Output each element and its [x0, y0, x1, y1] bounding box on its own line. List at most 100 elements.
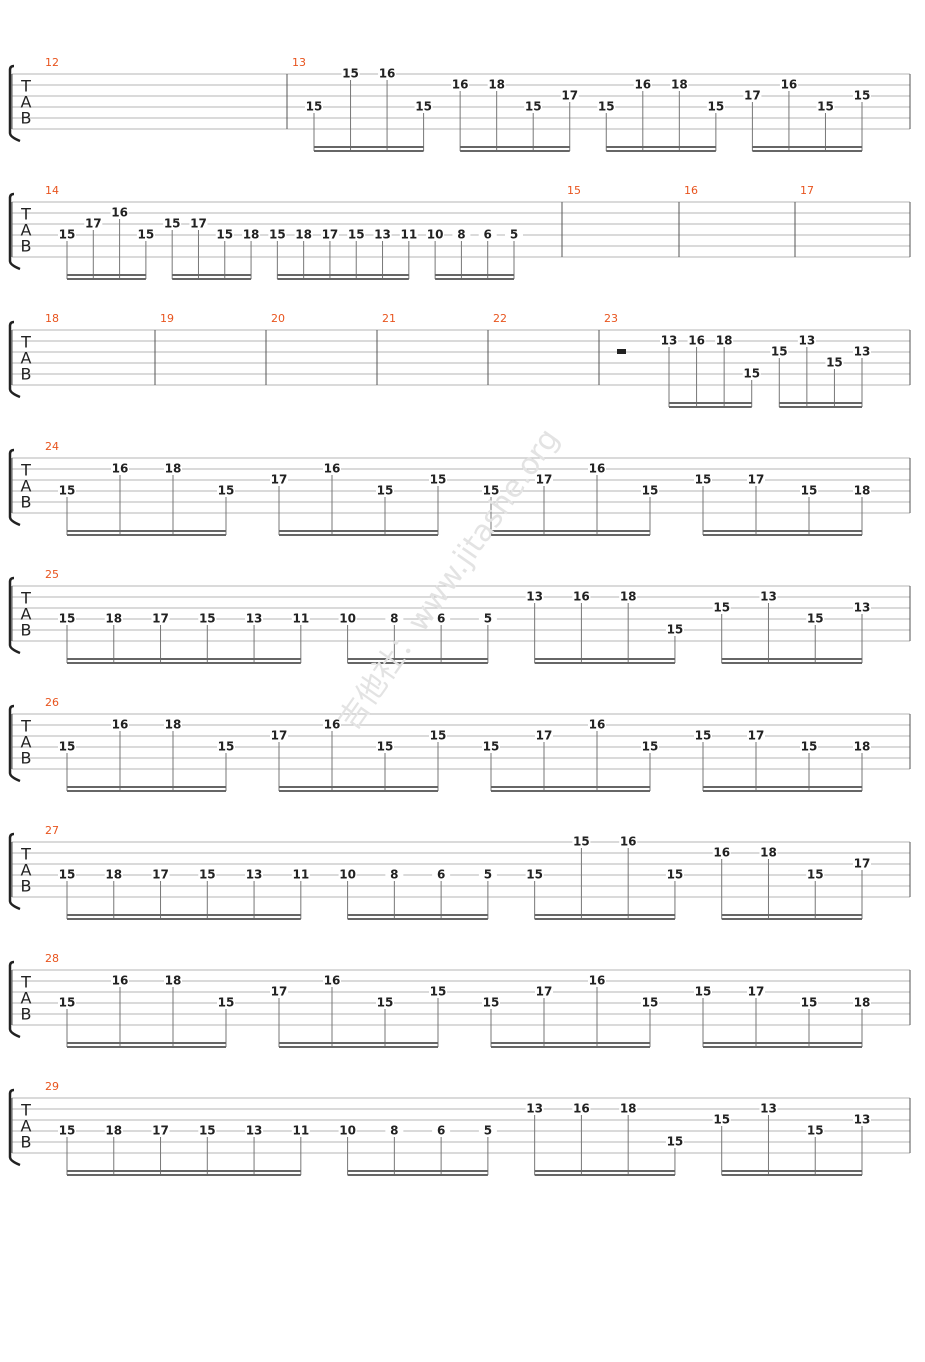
fret-number: 15 [642, 484, 659, 498]
fret-background [560, 90, 579, 102]
fret-number: 13 [854, 1113, 871, 1127]
fret-number: 15 [59, 996, 76, 1010]
fret-number: 17 [748, 473, 765, 487]
fret-number: 15 [801, 484, 818, 498]
fret-background [217, 485, 235, 497]
fret-number: 15 [483, 484, 500, 498]
fret-number: 10 [339, 868, 356, 882]
fret-background [291, 613, 310, 625]
fret-background [432, 613, 451, 625]
fret-number: 18 [165, 462, 182, 476]
fret-background [341, 68, 360, 80]
fret-number: 13 [799, 334, 816, 348]
tab-clef-letter: A [21, 861, 32, 880]
fret-background [806, 1125, 825, 1137]
system-bracket [8, 960, 21, 1039]
measure-number: 20 [271, 312, 285, 325]
fret-background [338, 869, 357, 881]
tab-clef-letter: T [20, 1101, 31, 1120]
fret-background [110, 207, 129, 219]
fret-background [432, 869, 451, 881]
measure-number: 18 [45, 312, 59, 325]
fret-number: 15 [59, 740, 76, 754]
fret-background [305, 101, 323, 113]
fret-background [414, 101, 433, 113]
fret-number: 16 [589, 974, 606, 988]
fret-number: 8 [390, 1124, 398, 1138]
fret-background [151, 613, 170, 625]
fret-background [270, 986, 288, 998]
measure-number: 21 [382, 312, 396, 325]
fret-background [291, 1125, 310, 1137]
fret-background [853, 997, 871, 1009]
fret-background [58, 485, 76, 497]
fret-background [747, 986, 765, 998]
tab-clef-letter: T [20, 717, 31, 736]
tab-clef-letter: A [21, 93, 32, 112]
fret-background [572, 1103, 591, 1115]
fret-number: 15 [377, 484, 394, 498]
fret-number: 16 [589, 718, 606, 732]
fret-background [111, 463, 129, 475]
fret-background [588, 463, 606, 475]
fret-number: 15 [667, 1135, 684, 1149]
system-bracket [8, 832, 21, 911]
fret-background [270, 474, 288, 486]
fret-number: 16 [324, 974, 341, 988]
tab-clef-letter: T [20, 77, 31, 96]
fret-number: 11 [292, 1124, 309, 1138]
fret-number: 15 [377, 996, 394, 1010]
fret-number: 15 [826, 356, 843, 370]
fret-background [770, 346, 789, 358]
fret-background [660, 335, 678, 347]
fret-background [742, 368, 761, 380]
system-bracket [8, 192, 21, 271]
fret-background [641, 485, 659, 497]
tab-clef-letter: T [20, 589, 31, 608]
fret-background [853, 90, 871, 102]
fret-background [164, 975, 182, 987]
fret-number: 16 [111, 206, 128, 220]
fret-background [712, 847, 731, 859]
fret-number: 15 [525, 100, 542, 114]
fret-number: 15 [59, 228, 76, 242]
fret-background [505, 229, 523, 241]
fret-background [853, 1114, 871, 1126]
fret-background [58, 1125, 76, 1137]
rest [617, 349, 626, 354]
fret-background [800, 485, 818, 497]
tab-clef-letter: A [21, 989, 32, 1008]
fret-number: 15 [138, 228, 155, 242]
fret-background [665, 1136, 684, 1148]
tab-clef-letter: B [21, 365, 32, 384]
measure-number: 27 [45, 824, 59, 837]
fret-number: 15 [801, 996, 818, 1010]
fret-background [706, 101, 725, 113]
measure-number: 22 [493, 312, 507, 325]
fret-number: 18 [243, 228, 260, 242]
fret-number: 15 [415, 100, 432, 114]
fret-number: 13 [246, 612, 263, 626]
fret-background [747, 474, 765, 486]
fret-number: 18 [620, 1102, 637, 1116]
system-bracket [8, 1088, 21, 1167]
tab-clef-letter: T [20, 845, 31, 864]
fret-background [111, 719, 129, 731]
fret-number: 17 [152, 612, 169, 626]
fret-number: 17 [152, 868, 169, 882]
fret-number: 16 [713, 846, 730, 860]
fret-number: 17 [152, 1124, 169, 1138]
system-bracket [8, 64, 21, 143]
fret-number: 16 [634, 78, 651, 92]
fret-number: 16 [452, 78, 469, 92]
fret-background [429, 730, 447, 742]
fret-number: 11 [292, 612, 309, 626]
tab-clef-letter: A [21, 349, 32, 368]
fret-background [291, 869, 310, 881]
fret-number: 15 [807, 1124, 824, 1138]
fret-number: 8 [457, 228, 465, 242]
fret-number: 5 [484, 612, 492, 626]
fret-number: 15 [430, 473, 447, 487]
fret-number: 15 [199, 612, 216, 626]
fret-number: 18 [105, 612, 122, 626]
